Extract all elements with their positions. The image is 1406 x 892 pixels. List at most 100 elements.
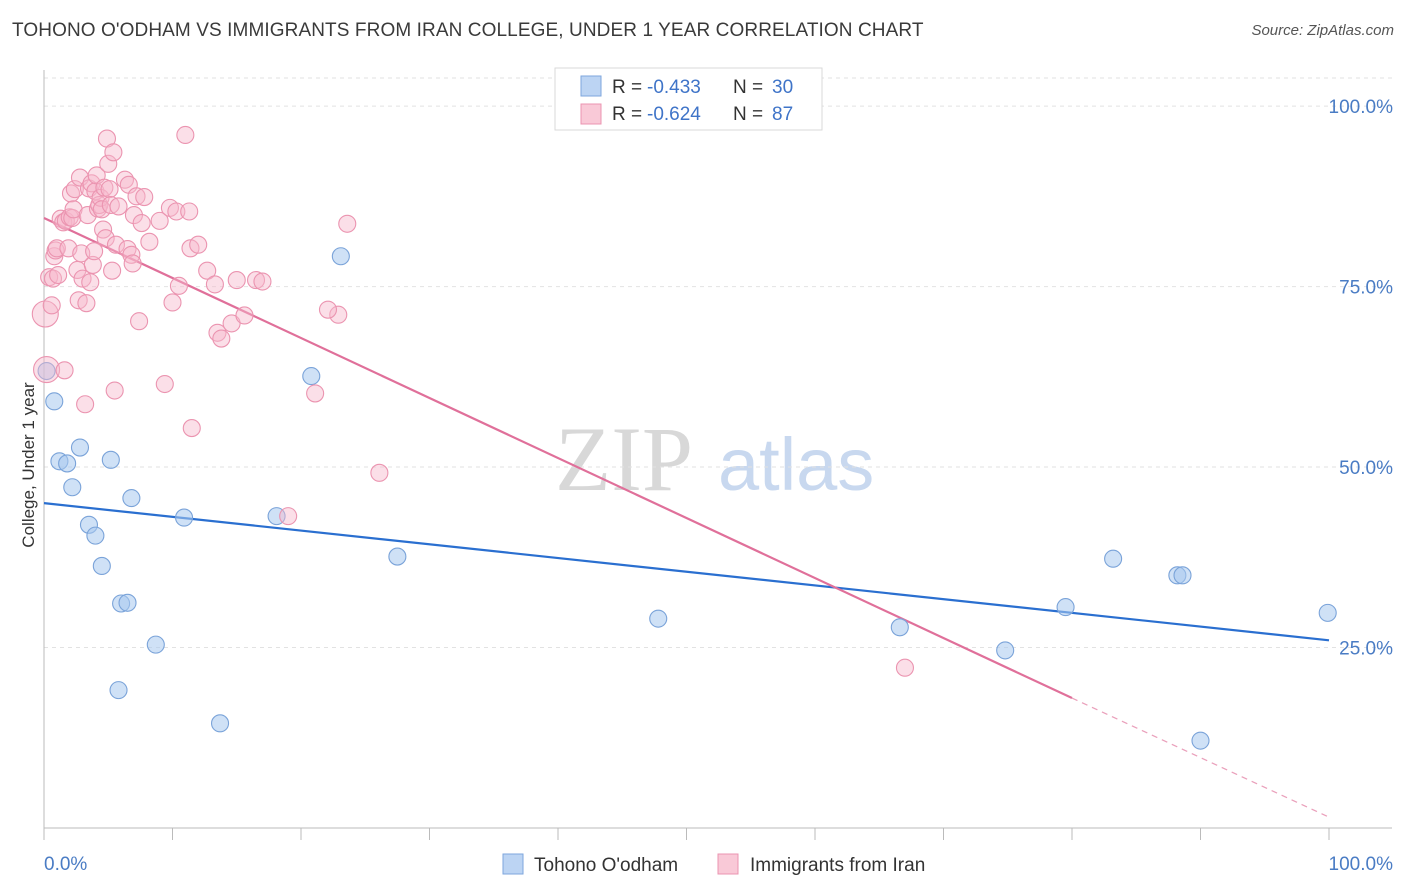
legend-r-label-2: R = — [612, 104, 642, 125]
legend-n-value-1: 30 — [772, 77, 793, 98]
axes — [43, 70, 1392, 840]
iran-point — [895, 658, 915, 677]
bottom-legend-swatch-pink — [717, 853, 739, 875]
iran-trend-line — [43, 216, 1073, 700]
tohono-point — [331, 247, 350, 266]
tohono-point — [1056, 598, 1075, 617]
iran-point — [227, 271, 246, 290]
y-tick-label: 25.0% — [1339, 639, 1393, 660]
y-axis-label: College, Under 1 year — [19, 382, 38, 548]
iran-point — [235, 306, 254, 325]
iran-point — [163, 293, 182, 312]
iran-point — [55, 361, 74, 380]
iran-point — [279, 507, 298, 526]
tohono-point — [388, 547, 407, 566]
iran-point — [31, 300, 59, 328]
bottom-legend-label-2: Immigrants from Iran — [750, 855, 925, 876]
y-tick-label: 100.0% — [1329, 97, 1394, 118]
iran-point — [76, 395, 95, 414]
tohono-point — [1173, 566, 1192, 585]
iran-point — [85, 242, 104, 261]
tohono-point — [101, 450, 120, 469]
bottom-legend: Tohono O'odham Immigrants from Iran — [502, 853, 925, 876]
x-tick-labels: 0.0% 100.0% — [44, 854, 1393, 875]
iran-point — [180, 202, 199, 221]
iran-point — [96, 229, 115, 248]
source-label: Source: ZipAtlas.com — [1251, 22, 1394, 39]
iran-point — [43, 269, 63, 288]
legend-r-value-2: -0.624 — [647, 104, 701, 125]
legend-n-label-2: N = — [733, 104, 763, 125]
legend-r-label-1: R = — [612, 77, 642, 98]
iran-point — [212, 329, 231, 348]
iran-point — [338, 214, 357, 233]
iran-point — [101, 195, 120, 215]
iran-point — [105, 381, 124, 400]
y-tick-label: 75.0% — [1339, 278, 1393, 299]
iran-point — [104, 143, 123, 162]
tohono-point — [37, 361, 56, 381]
iran-point — [132, 213, 151, 233]
iran-point — [100, 180, 119, 199]
iran-point — [77, 294, 96, 313]
tohono-point — [1191, 731, 1210, 750]
iran-point — [246, 271, 266, 290]
iran-point — [65, 180, 84, 199]
tohono-point — [45, 392, 64, 411]
tohono-point — [63, 478, 82, 497]
legend-swatch-blue — [580, 75, 602, 97]
tohono-point — [1318, 603, 1337, 622]
iran-point — [81, 273, 100, 292]
tohono-point — [86, 526, 105, 545]
legend-n-label-1: N = — [733, 77, 763, 98]
tohono-point — [122, 489, 141, 508]
tohono-trend-line — [43, 502, 1330, 642]
bottom-legend-swatch-blue — [502, 853, 524, 875]
iran-point — [140, 232, 159, 251]
y-tick-label: 50.0% — [1339, 458, 1393, 479]
legend-swatch-pink — [580, 103, 602, 125]
iran-point — [167, 202, 186, 221]
iran-point — [205, 275, 224, 294]
iran-point — [127, 187, 146, 206]
iran-point — [49, 265, 68, 285]
iran-point — [370, 463, 389, 482]
iran-point — [329, 305, 348, 324]
iran-point — [99, 154, 118, 173]
iran-point — [42, 296, 61, 315]
iran-point — [123, 254, 142, 273]
iran-point — [109, 197, 128, 216]
iran-point — [169, 276, 188, 295]
watermark-zip: ZIP — [555, 408, 693, 510]
top-legend: R = -0.433 N = 30 R = -0.624 N = 87 — [554, 67, 823, 131]
iran-point — [155, 374, 174, 394]
y-tick-labels: 25.0% 50.0% 75.0% 100.0% — [1329, 97, 1394, 659]
trend-lines — [43, 216, 1330, 818]
iran-point — [33, 356, 61, 384]
tohono-point — [118, 593, 137, 612]
tohono-point — [210, 714, 230, 733]
watermark-atlas: atlas — [718, 423, 874, 506]
grid-lines — [44, 77, 1392, 649]
iran-point — [106, 235, 126, 254]
iran-point — [135, 188, 154, 207]
iran-point — [130, 312, 149, 331]
legend-n-value-2: 87 — [772, 104, 793, 125]
tohono-point — [109, 681, 128, 700]
x-tick-label: 100.0% — [1329, 854, 1394, 875]
tohono-point — [649, 609, 668, 628]
tohono-point — [92, 556, 111, 575]
tohono-point — [1104, 549, 1123, 568]
iran-trend-line-extension — [1071, 697, 1330, 818]
iran-point — [318, 300, 338, 319]
tohono-point — [146, 635, 165, 654]
tohono-point — [890, 618, 909, 637]
iran-point — [176, 125, 195, 145]
bottom-legend-label-1: Tohono O'odham — [534, 855, 678, 876]
iran-point — [306, 384, 325, 403]
tohono-point — [302, 367, 321, 386]
iran-point — [83, 255, 102, 274]
chart-title: TOHONO O'ODHAM VS IMMIGRANTS FROM IRAN C… — [12, 20, 924, 41]
iran-point — [150, 211, 169, 230]
